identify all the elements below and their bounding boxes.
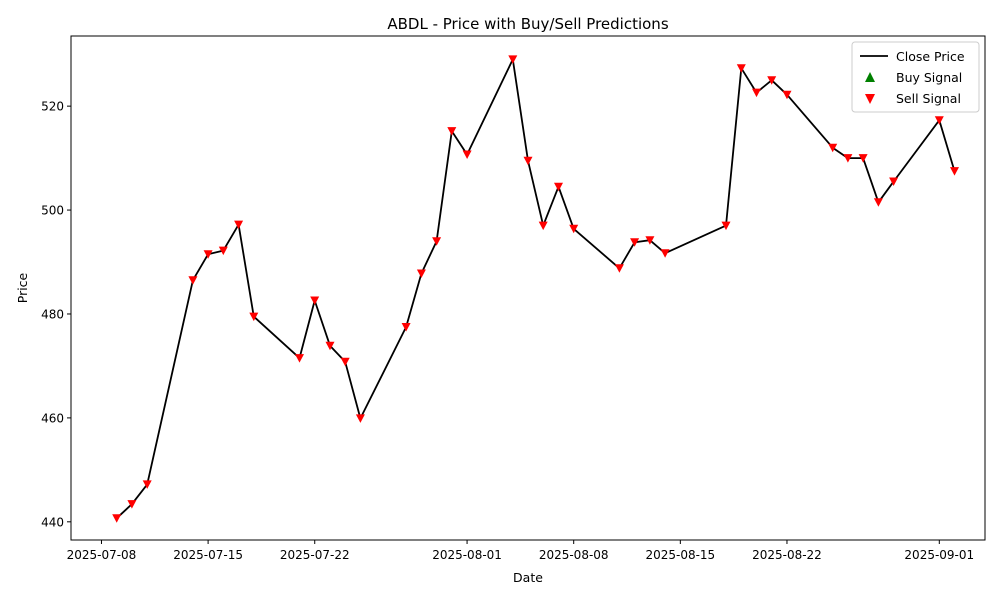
legend-buy-label: Buy Signal [896, 70, 962, 85]
sell-signal-marker [767, 76, 777, 85]
legend-sell-label: Sell Signal [896, 91, 961, 106]
sell-signal-marker [447, 127, 457, 136]
sell-signal-marker [432, 237, 442, 246]
legend-sell-swatch [865, 94, 875, 104]
chart-title: ABDL - Price with Buy/Sell Predictions [387, 15, 668, 33]
chart-marks [112, 55, 959, 523]
x-tick-label: 2025-08-08 [539, 548, 609, 562]
plot-frame [70, 35, 986, 541]
y-tick-label: 520 [41, 100, 64, 114]
sell-signal-marker [310, 296, 320, 305]
sell-signal-marker [127, 500, 137, 509]
legend: Close Price Buy Signal Sell Signal [851, 41, 980, 113]
sell-signal-marker [873, 198, 883, 207]
sell-signal-marker [736, 64, 746, 73]
x-tick-label: 2025-08-22 [752, 548, 822, 562]
sell-signal-marker [554, 182, 563, 192]
sell-signal-marker [188, 276, 198, 285]
x-tick-label: 2025-07-22 [280, 548, 350, 562]
sell-signal-marker [218, 246, 228, 256]
sell-signal-marker [462, 150, 472, 159]
sell-signal-marker [660, 249, 670, 258]
y-axis: 440 460 480 500 520 [41, 100, 71, 529]
sell-signal-marker [203, 250, 213, 259]
sell-signal-marker [630, 238, 640, 247]
sell-signal-marker [614, 264, 624, 273]
sell-signal-marker [645, 236, 655, 245]
x-tick-label: 2025-07-08 [67, 548, 137, 562]
x-axis: 2025-07-08 2025-07-15 2025-07-22 2025-08-01… [67, 540, 974, 562]
sell-signal-marker [325, 341, 335, 351]
x-tick-label: 2025-08-15 [645, 548, 715, 562]
sell-signal-marker [782, 90, 792, 100]
sell-signal-marker [508, 55, 518, 64]
plot-area [71, 36, 985, 540]
sell-signal-marker [858, 154, 868, 163]
sell-signal-marker [538, 221, 548, 231]
y-tick-label: 500 [41, 204, 64, 218]
x-axis-label: Date [513, 570, 543, 585]
sell-signal-marker [934, 116, 944, 125]
sell-signal-marker [752, 88, 761, 98]
sell-signal-marker [249, 312, 259, 322]
sell-signal-marker [523, 156, 533, 166]
sell-signal-marker [889, 177, 899, 186]
sell-signal-marker [416, 269, 426, 278]
y-tick-label: 480 [41, 307, 64, 321]
sell-signal-marker [569, 224, 579, 234]
x-tick-label: 2025-08-01 [432, 548, 502, 562]
legend-close-label: Close Price [896, 49, 965, 64]
sell-signal-marker [355, 414, 365, 423]
y-tick-label: 460 [41, 411, 64, 425]
sell-signal-marker [142, 480, 152, 489]
sell-signal-marker [112, 514, 122, 523]
y-tick-label: 440 [41, 515, 64, 529]
x-tick-label: 2025-07-15 [173, 548, 243, 562]
x-tick-label: 2025-09-01 [904, 548, 974, 562]
sell-signal-marker [401, 323, 411, 332]
legend-buy-swatch [865, 72, 875, 82]
sell-signal-marker [234, 220, 244, 230]
sell-signal-marker [950, 167, 959, 176]
sell-signal-marker [828, 143, 838, 153]
sell-signal-marker [721, 221, 731, 231]
y-axis-label: Price [15, 272, 30, 303]
legend-box [851, 41, 980, 113]
sell-signal-marker [340, 357, 350, 367]
sell-signal-marker [843, 154, 853, 163]
sell-signal-marker [295, 354, 304, 363]
